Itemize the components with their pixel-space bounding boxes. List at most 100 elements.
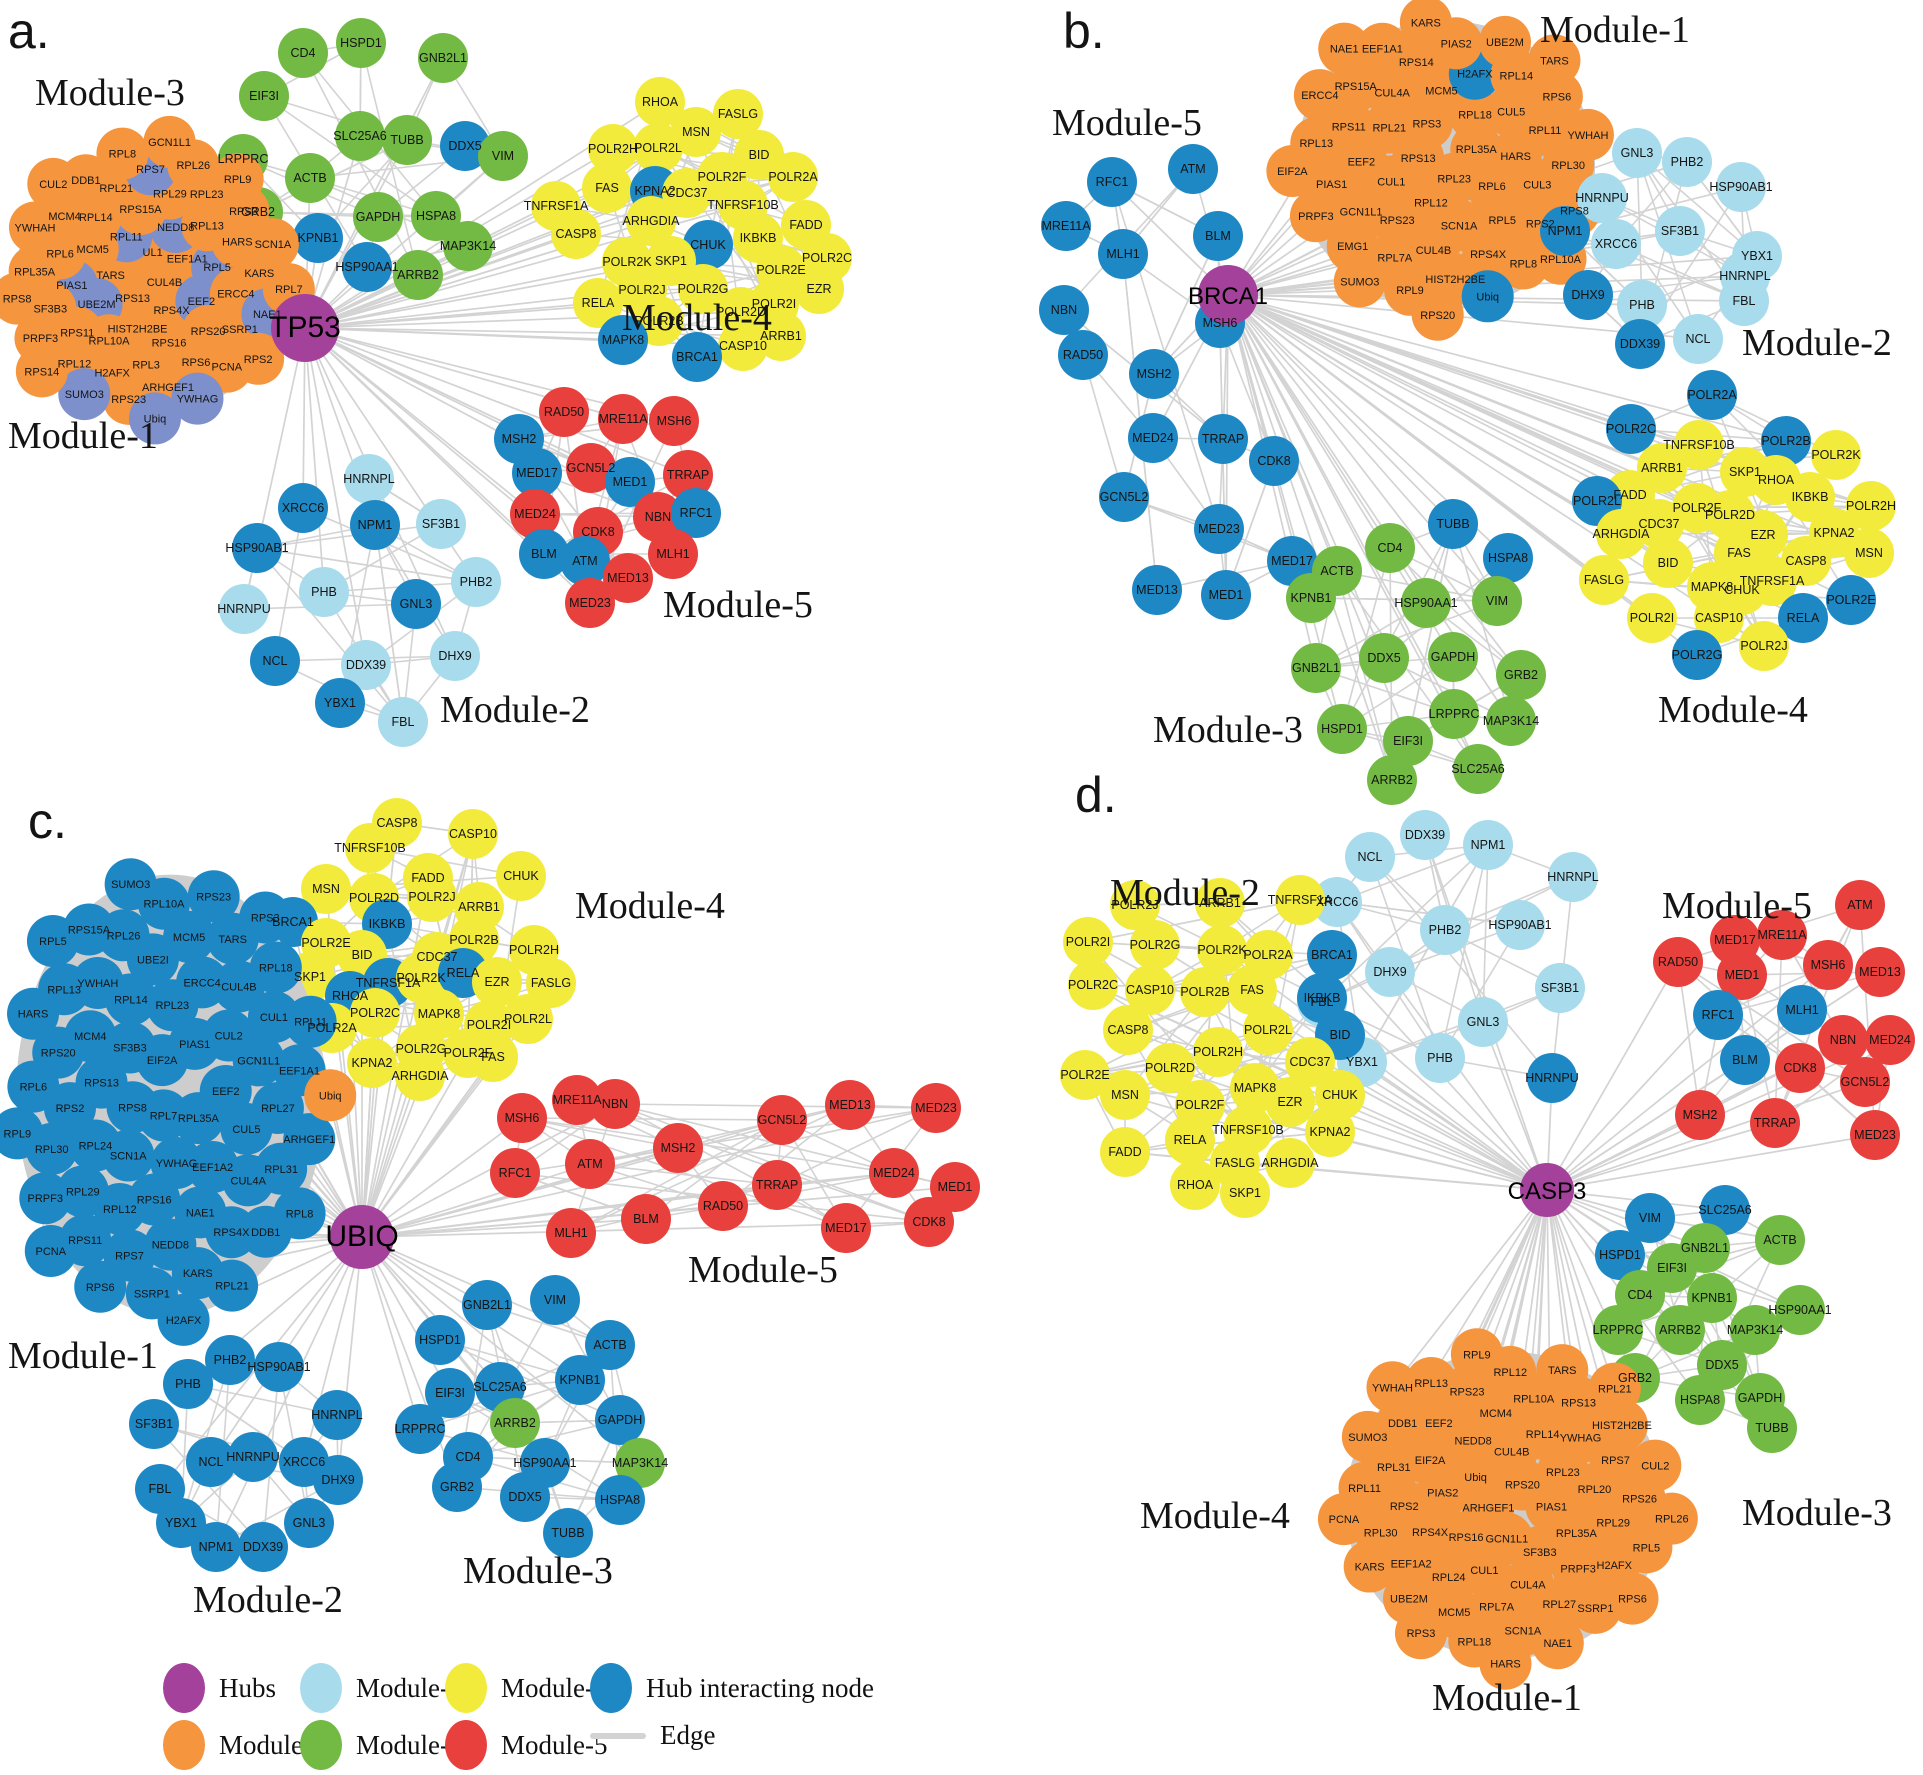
node-label-HSP90AB1: HSP90AB1 [1709,180,1772,194]
node-label-RPS4X: RPS4X [153,305,190,317]
node-MAP3K14 [1486,696,1536,746]
node-label-CDC37: CDC37 [667,186,708,200]
node-label-POLR2C: POLR2C [802,251,852,265]
node-label-KPNB1: KPNB1 [298,231,339,245]
node-label-RPL26: RPL26 [107,930,141,942]
node-MED23 [911,1083,961,1133]
node-label-POLR2I: POLR2I [1066,935,1110,949]
node-label-RELA: RELA [582,296,615,310]
node-label-DDB1: DDB1 [1388,1418,1417,1430]
node-label-SLC25A6: SLC25A6 [473,1380,527,1394]
node-label-MED24: MED24 [1132,431,1174,445]
node-BRCA1 [672,332,722,382]
node-BID [1643,538,1693,588]
node-label-FADD: FADD [1108,1145,1141,1159]
node-NPM1 [1463,820,1513,870]
node-EIF3I [239,71,289,121]
node-DHX9 [430,631,480,681]
node-label-HARS: HARS [222,237,253,249]
node-MED23 [1194,504,1244,554]
node-label-ARHGDIA: ARHGDIA [1593,527,1651,541]
node-label-MCM4: MCM4 [1480,1408,1512,1420]
node-PCNA [1317,1493,1370,1546]
node-label-RPL35A: RPL35A [14,266,56,278]
node-label-GAPDH: GAPDH [356,210,400,224]
node-label-KPNA2: KPNA2 [352,1056,393,1070]
node-POLR2I [1063,917,1113,967]
node-SKP1 [1220,1168,1270,1218]
node-label-POLR2A: POLR2A [768,170,818,184]
node-label-POLR2K: POLR2K [1197,943,1247,957]
node-label-GRB2: GRB2 [241,205,275,219]
node-NCL [1345,832,1395,882]
node-MED1 [605,457,655,507]
node-label-RPL35A: RPL35A [178,1113,220,1125]
node-label-RPS15A: RPS15A [119,204,162,216]
node-ARRB2 [1655,1305,1705,1355]
node-label-RPL5: RPL5 [1488,215,1516,227]
node-label-ARRB2: ARRB2 [494,1416,536,1430]
node-YWHAH [1561,108,1614,161]
node-EEF1A1 [1356,22,1409,75]
node-label-MRE11A: MRE11A [1757,928,1807,942]
node-HNRNPU [228,1432,278,1482]
node-BLM [1720,1035,1770,1085]
node-label-MLH1: MLH1 [1785,1003,1818,1017]
node-label-RPS20: RPS20 [1420,310,1455,322]
node-label-MCM4: MCM4 [48,211,80,223]
node-ARHGDIA [395,1051,445,1101]
node-label-CDC37: CDC37 [417,950,458,964]
node-label-ERCC4: ERCC4 [217,289,254,301]
node-label-HIST2H2BE: HIST2H2BE [1425,274,1485,286]
node-label-RPL9: RPL9 [1463,1349,1491,1361]
node-label-BRCA1: BRCA1 [272,915,314,929]
node-label-POLR2K: POLR2K [1811,448,1861,462]
node-RPS8 [0,272,44,325]
node-label-MCM5: MCM5 [77,244,109,256]
node-label-RPL31: RPL31 [1377,1462,1411,1474]
node-label-PRPF3: PRPF3 [1560,1564,1595,1576]
node-label-TUBB: TUBB [1755,1421,1788,1435]
node-label-POLR2B: POLR2B [634,314,683,328]
node-label-UBE2I: UBE2I [137,954,169,966]
node-label-KARS: KARS [244,268,274,280]
node-label-RPL30: RPL30 [1364,1527,1398,1539]
node-ARHGDIA [1265,1138,1315,1188]
node-label-RPL29: RPL29 [1596,1518,1630,1530]
node-label-TRRAP: TRRAP [667,468,709,482]
node-label-RPS7: RPS7 [136,164,165,176]
node-label-MCM5: MCM5 [1425,85,1457,97]
node-label-GCN1L1: GCN1L1 [148,137,191,149]
node-label-RPL5: RPL5 [39,936,67,948]
module-title-module-1: Module-1 [1540,9,1690,51]
node-label-RPS2: RPS2 [56,1103,85,1115]
node-GNL3 [284,1498,334,1548]
node-label-PCNA: PCNA [212,362,243,374]
node-label-PIAS1: PIAS1 [56,280,87,292]
node-label-EIF3I: EIF3I [435,1386,465,1400]
node-label-CUL4A: CUL4A [1374,88,1410,100]
node-label-CASP10: CASP10 [449,827,497,841]
node-POLR2L [633,123,683,173]
panel-letter-b: b. [1063,3,1105,59]
node-RHOA [635,77,685,127]
node-label-CHUK: CHUK [503,869,539,883]
node-GNB2L1 [462,1280,512,1330]
node-MED1 [930,1162,980,1212]
node-CD4 [278,28,328,78]
node-TNFRSF1A [1275,875,1325,925]
node-label-POLR2D: POLR2D [716,305,766,319]
node-MSH2 [653,1123,703,1173]
node-label-TNFRSF10B: TNFRSF10B [1212,1123,1284,1137]
node-TUBB [1428,499,1478,549]
node-label-CUL4A: CUL4A [1510,1580,1546,1592]
node-label-RPS15A: RPS15A [68,924,111,936]
node-XRCC6 [278,483,328,533]
node-label-MSN: MSN [682,125,710,139]
node-label-RPL13: RPL13 [190,220,224,232]
node-RPS3 [239,891,292,944]
node-label-PRPF3: PRPF3 [23,333,58,345]
node-POLR2G [1672,630,1722,680]
node-label-POLR2C: POLR2C [350,1006,400,1020]
